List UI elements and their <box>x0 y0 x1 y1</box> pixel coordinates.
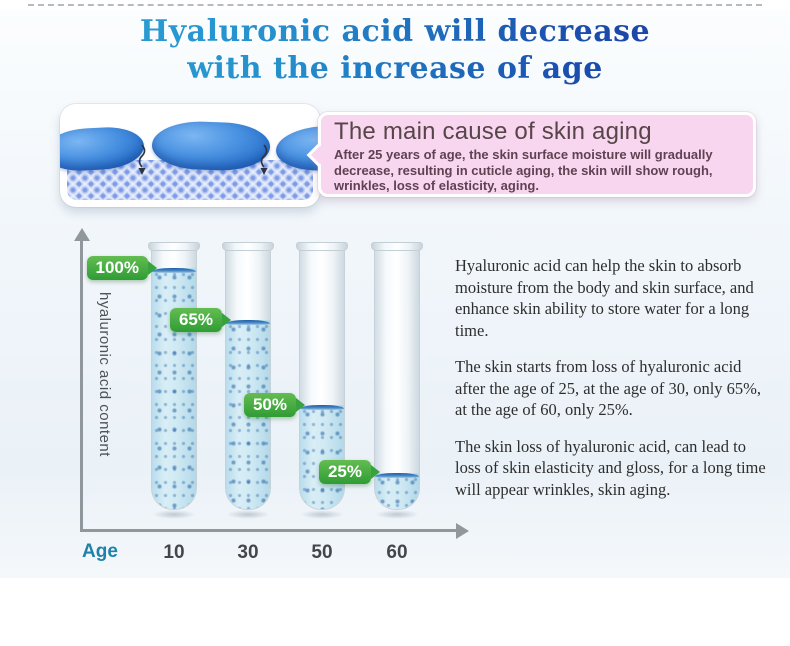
skin-cells-illustration <box>60 104 320 207</box>
x-axis-tick-label: 50 <box>311 542 333 563</box>
callout-body-text: After 25 years of age, the skin surface … <box>334 147 713 193</box>
tube-shadow <box>375 510 419 519</box>
percentage-label: 50% <box>243 393 306 417</box>
moisture-down-arrow-icon <box>260 144 268 175</box>
percentage-label: 100% <box>86 256 158 280</box>
description-column: Hyaluronic acid can help the skin to abs… <box>455 255 771 515</box>
y-axis-title: hyaluronic acid content <box>96 292 113 457</box>
x-axis-tick-label: 10 <box>163 542 185 563</box>
tube-rim <box>371 242 423 251</box>
tube-liquid-level <box>375 472 419 509</box>
top-dashed-divider <box>28 4 762 6</box>
test-tube-age-30: 65% 30 <box>169 242 274 563</box>
description-paragraph: The skin loss of hyaluronic acid, can le… <box>455 436 766 499</box>
test-tube-age-60: 25% 60 <box>318 242 423 563</box>
moisture-down-arrow-icon <box>138 144 146 175</box>
x-axis-tick-label: 60 <box>386 542 408 563</box>
x-axis-tick-label: 30 <box>237 542 259 563</box>
page-title-line1: Hyaluronic acid will decrease <box>0 13 790 50</box>
tube-liquid-level <box>300 405 344 509</box>
description-paragraph: Hyaluronic acid can help the skin to abs… <box>455 256 754 340</box>
description-paragraph: The skin starts from loss of hyaluronic … <box>455 357 762 419</box>
y-axis-line <box>80 240 83 531</box>
tube-glass <box>225 250 271 510</box>
tube-shadow <box>300 510 344 519</box>
x-axis-line <box>80 529 458 532</box>
x-axis-right-arrow-icon <box>456 523 469 539</box>
tube-shadow <box>152 510 196 519</box>
percentage-label: 65% <box>169 308 232 332</box>
callout-heading: The main cause of skin aging <box>334 118 652 145</box>
percentage-label: 25% <box>318 460 381 484</box>
x-axis-title: Age <box>82 541 118 562</box>
y-axis-up-arrow-icon <box>74 228 90 241</box>
tube-rim <box>296 242 348 251</box>
tube-rim <box>222 242 274 251</box>
tube-shadow <box>226 510 270 519</box>
tube-rim <box>148 242 200 251</box>
tube-liquid-level <box>152 268 196 509</box>
tube-glass <box>374 250 420 510</box>
page-title-line2: with the increase of age <box>0 50 790 87</box>
skin-aging-callout: The main cause of skin aging After 25 ye… <box>306 112 756 197</box>
tube-glass <box>151 250 197 510</box>
test-tube-age-10: 100% 10 <box>86 242 200 563</box>
page-title: Hyaluronic acid will decrease with the i… <box>0 13 790 87</box>
